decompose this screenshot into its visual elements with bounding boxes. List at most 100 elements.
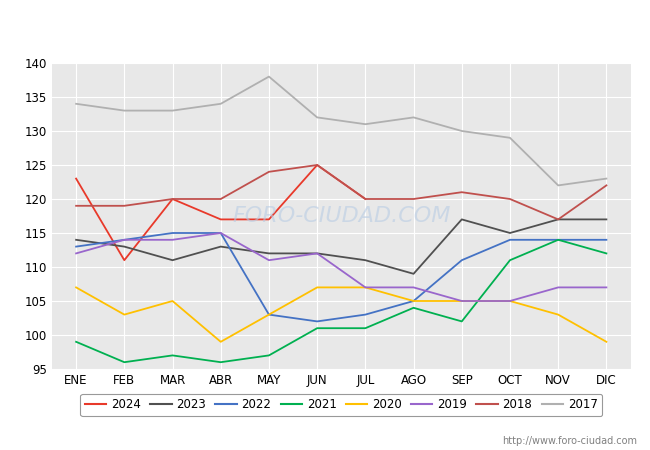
2022 (120, 237, 128, 243)
2023 (361, 257, 369, 263)
2024 (217, 217, 225, 222)
2020 (120, 312, 128, 317)
2017 (361, 122, 369, 127)
2020 (410, 298, 417, 304)
2018 (554, 217, 562, 222)
2017 (168, 108, 176, 113)
2021 (361, 325, 369, 331)
2022 (458, 257, 465, 263)
2023 (506, 230, 514, 236)
2023 (313, 251, 321, 256)
Line: 2017: 2017 (76, 76, 606, 185)
2019 (168, 237, 176, 243)
2024 (361, 196, 369, 202)
2020 (506, 298, 514, 304)
2018 (313, 162, 321, 168)
2018 (265, 169, 273, 175)
2020 (72, 285, 80, 290)
2023 (72, 237, 80, 243)
2018 (361, 196, 369, 202)
Text: http://www.foro-ciudad.com: http://www.foro-ciudad.com (502, 436, 637, 446)
2020 (603, 339, 610, 345)
2023 (603, 217, 610, 222)
2018 (120, 203, 128, 208)
2019 (120, 237, 128, 243)
2023 (217, 244, 225, 249)
2019 (554, 285, 562, 290)
2021 (168, 353, 176, 358)
2023 (458, 217, 465, 222)
2019 (361, 285, 369, 290)
2018 (603, 183, 610, 188)
2020 (265, 312, 273, 317)
2018 (506, 196, 514, 202)
2019 (603, 285, 610, 290)
Line: 2023: 2023 (76, 220, 606, 274)
2018 (410, 196, 417, 202)
2021 (217, 360, 225, 365)
2023 (265, 251, 273, 256)
2024 (168, 196, 176, 202)
2018 (72, 203, 80, 208)
2018 (458, 189, 465, 195)
2021 (120, 360, 128, 365)
2018 (217, 196, 225, 202)
2021 (313, 325, 321, 331)
Text: Afiliados en L'Aleixar a 31/5/2024: Afiliados en L'Aleixar a 31/5/2024 (174, 18, 476, 36)
2017 (506, 135, 514, 140)
Line: 2021: 2021 (76, 240, 606, 362)
2017 (458, 128, 465, 134)
2023 (410, 271, 417, 276)
2020 (217, 339, 225, 345)
2022 (361, 312, 369, 317)
2017 (72, 101, 80, 107)
2019 (410, 285, 417, 290)
2017 (265, 74, 273, 79)
Line: 2018: 2018 (76, 165, 606, 220)
2021 (72, 339, 80, 345)
2020 (554, 312, 562, 317)
2017 (217, 101, 225, 107)
2018 (168, 196, 176, 202)
2022 (168, 230, 176, 236)
2019 (72, 251, 80, 256)
2022 (554, 237, 562, 243)
2017 (554, 183, 562, 188)
2020 (458, 298, 465, 304)
2021 (554, 237, 562, 243)
2021 (506, 257, 514, 263)
2022 (265, 312, 273, 317)
2017 (120, 108, 128, 113)
2023 (168, 257, 176, 263)
2024 (313, 162, 321, 168)
Line: 2019: 2019 (76, 233, 606, 301)
2022 (72, 244, 80, 249)
2019 (313, 251, 321, 256)
2017 (603, 176, 610, 181)
2021 (265, 353, 273, 358)
2019 (458, 298, 465, 304)
2020 (313, 285, 321, 290)
2017 (410, 115, 417, 120)
Legend: 2024, 2023, 2022, 2021, 2020, 2019, 2018, 2017: 2024, 2023, 2022, 2021, 2020, 2019, 2018… (80, 394, 603, 416)
2022 (217, 230, 225, 236)
2020 (168, 298, 176, 304)
2019 (506, 298, 514, 304)
2022 (313, 319, 321, 324)
2020 (361, 285, 369, 290)
2023 (554, 217, 562, 222)
2019 (217, 230, 225, 236)
2022 (603, 237, 610, 243)
2021 (603, 251, 610, 256)
2024 (120, 257, 128, 263)
2022 (506, 237, 514, 243)
2019 (265, 257, 273, 263)
2024 (265, 217, 273, 222)
2023 (120, 244, 128, 249)
2017 (313, 115, 321, 120)
Line: 2024: 2024 (76, 165, 365, 260)
2021 (458, 319, 465, 324)
Line: 2022: 2022 (76, 233, 606, 321)
2024 (72, 176, 80, 181)
2022 (410, 298, 417, 304)
